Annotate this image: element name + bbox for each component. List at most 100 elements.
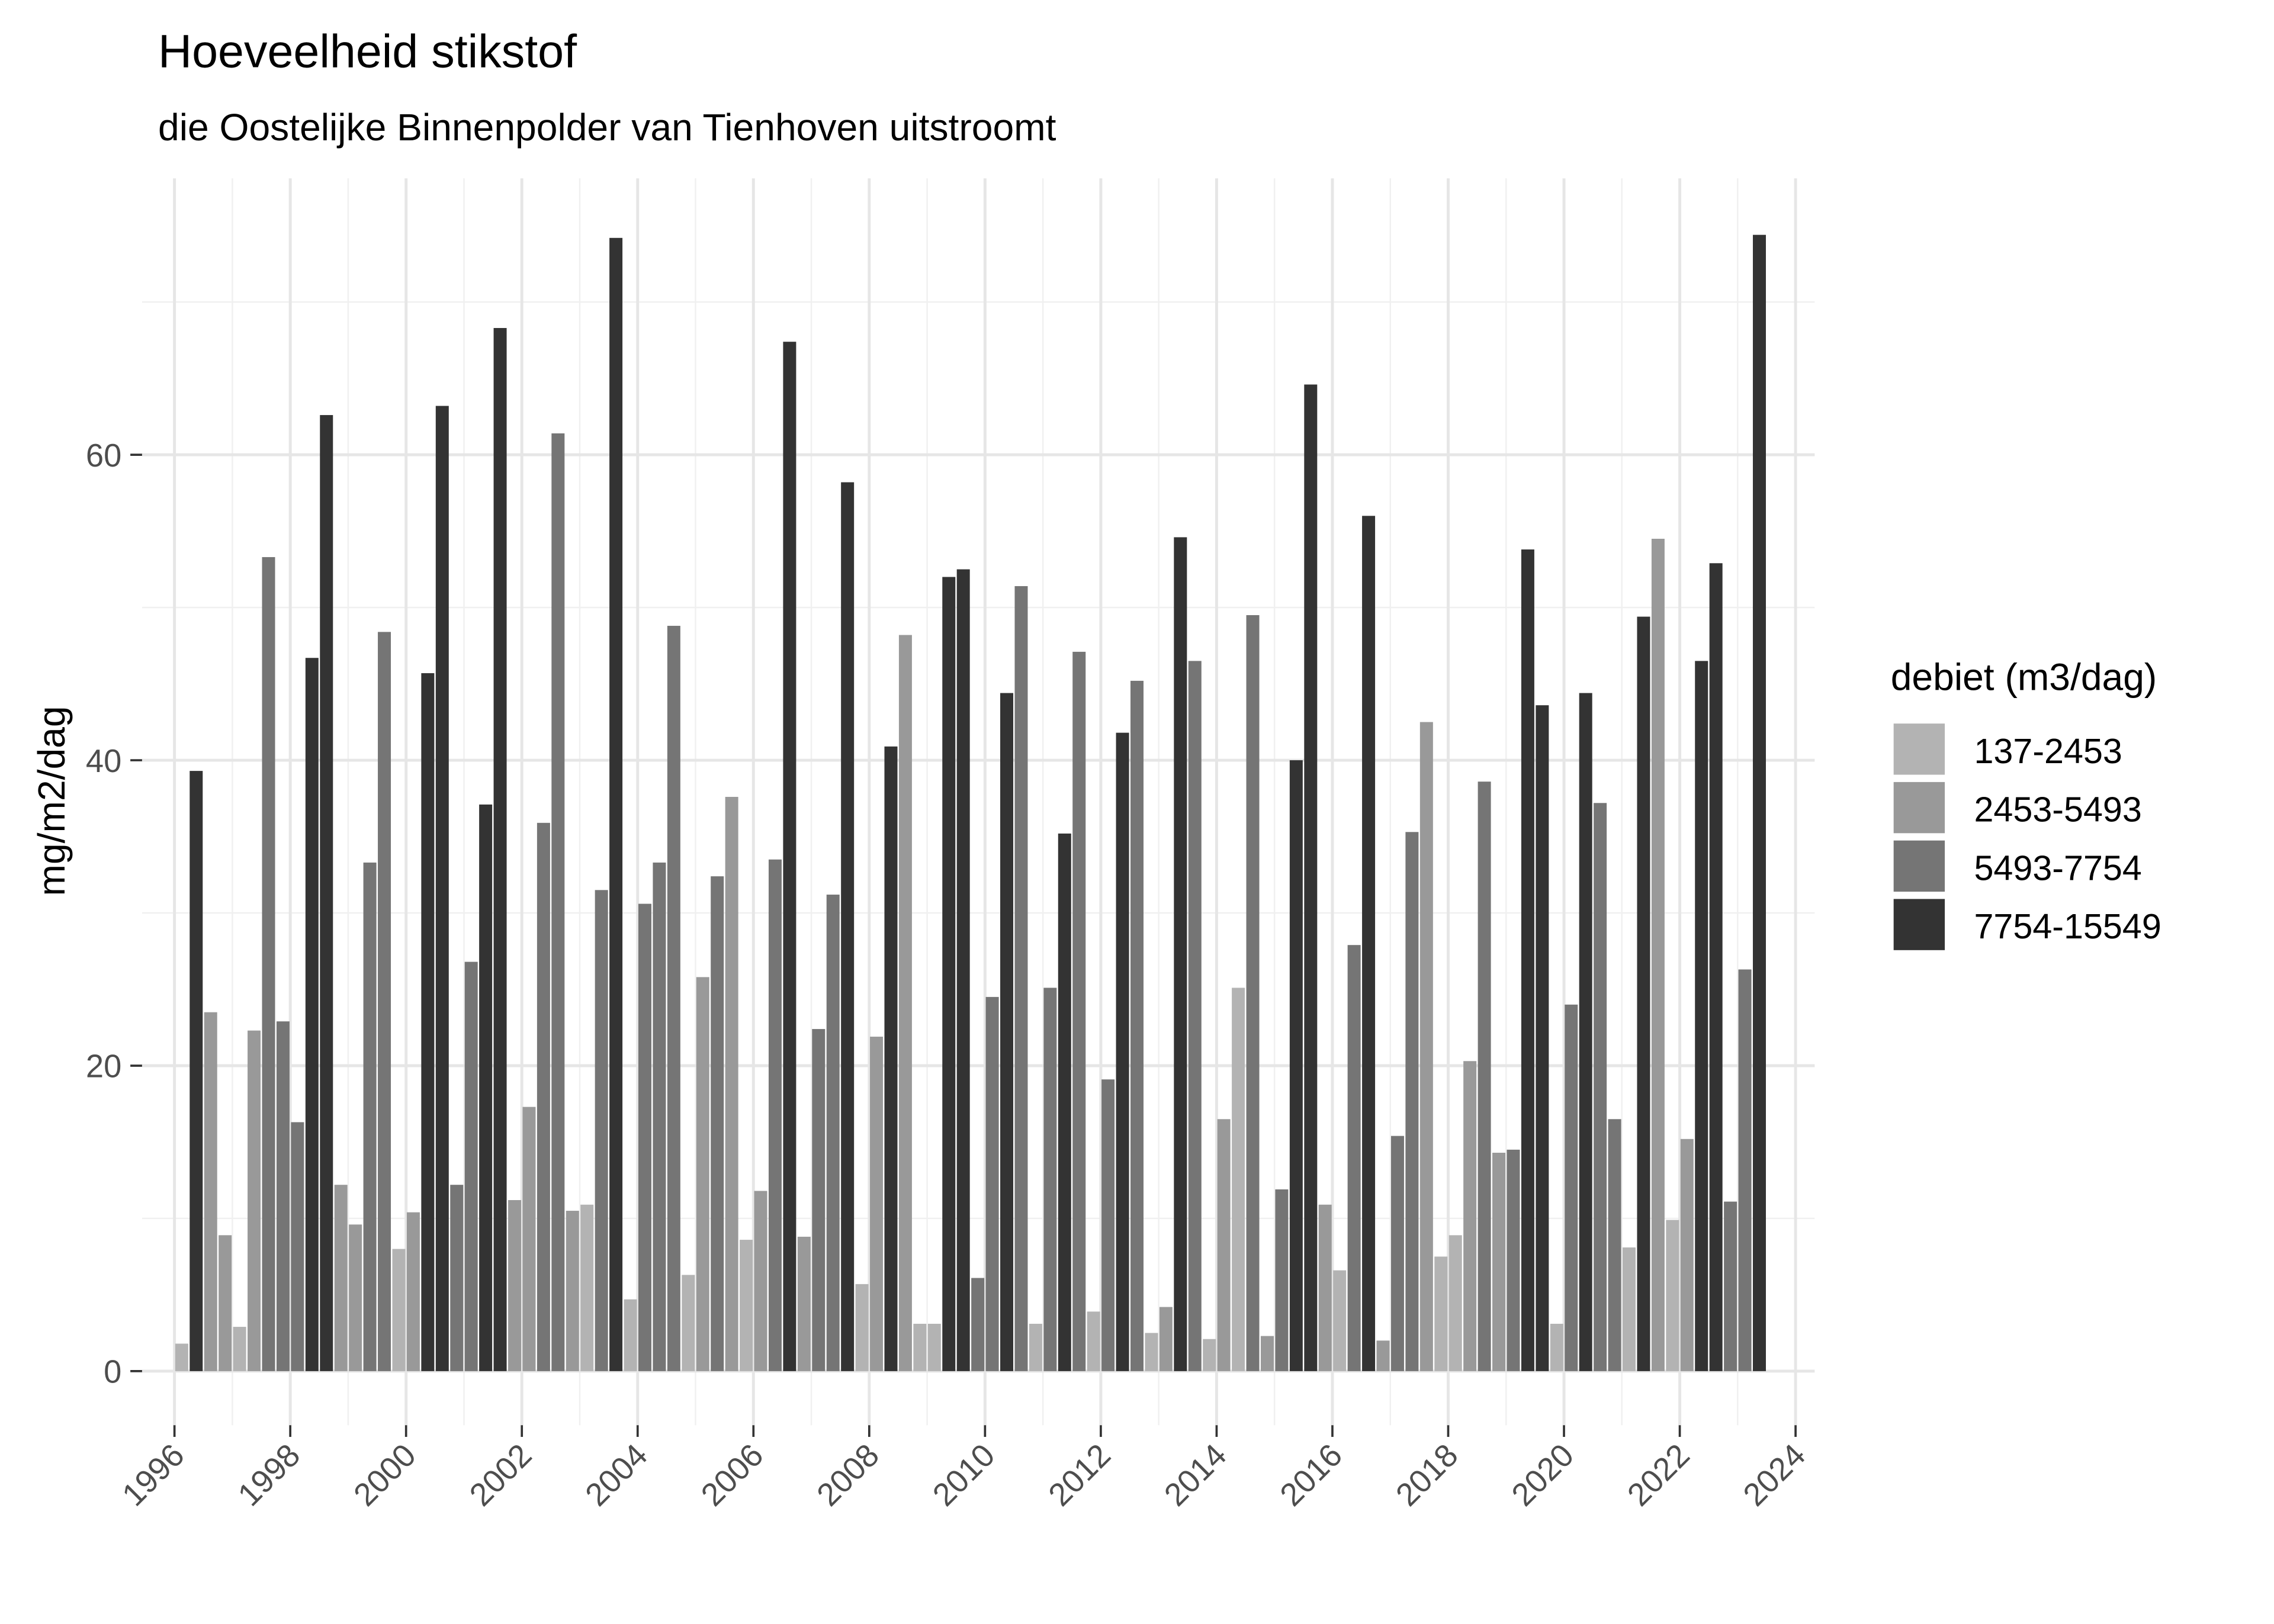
legend-swatch (1893, 782, 1945, 834)
bar (624, 1299, 637, 1371)
bar (1666, 1220, 1679, 1371)
bar (1536, 705, 1549, 1371)
bar (1174, 537, 1187, 1371)
bars (175, 234, 1766, 1371)
bar (1362, 516, 1376, 1371)
bar (1072, 651, 1086, 1371)
bar (812, 1029, 826, 1371)
bar (435, 406, 449, 1371)
bar (551, 433, 565, 1371)
y-axis-label: mg/m2/dag (30, 706, 73, 896)
bar (464, 961, 478, 1371)
bar (1116, 732, 1129, 1371)
bar (1101, 1079, 1115, 1371)
chart-title: Hoeveelheid stikstof (158, 25, 577, 78)
bar (740, 1240, 753, 1371)
bar (1623, 1247, 1636, 1371)
bar (566, 1211, 579, 1371)
legend-swatch (1893, 899, 1945, 950)
bar (1390, 1136, 1404, 1371)
bar (1333, 1270, 1347, 1371)
bar (262, 557, 275, 1371)
bar (537, 822, 550, 1371)
bar (508, 1199, 522, 1371)
bar (479, 804, 493, 1371)
bar (1651, 539, 1665, 1371)
bar (305, 658, 319, 1371)
bar (725, 796, 738, 1371)
bar (985, 996, 999, 1371)
bar (595, 890, 608, 1371)
y-tick-label: 0 (104, 1354, 121, 1390)
y-tick-label: 40 (86, 743, 121, 779)
chart-subtitle: die Oostelijke Binnenpolder van Tienhove… (158, 106, 1056, 149)
bar (1014, 586, 1028, 1371)
legend-label: 5493-7754 (1974, 848, 2141, 887)
bar (378, 632, 391, 1371)
bar (1565, 1004, 1578, 1371)
bar (522, 1107, 536, 1371)
bar (667, 626, 680, 1371)
bar (1058, 833, 1071, 1371)
legend-title: debiet (m3/dag) (1891, 655, 2157, 698)
bar (1521, 549, 1534, 1371)
bar (204, 1012, 217, 1371)
bar (1217, 1119, 1231, 1371)
bar (653, 862, 666, 1371)
bar (1419, 722, 1433, 1371)
bar (1087, 1311, 1100, 1371)
bar (783, 342, 796, 1371)
bar (1275, 1189, 1289, 1371)
bar (826, 895, 840, 1371)
bar (320, 415, 333, 1371)
y-tick-label: 20 (86, 1049, 121, 1085)
bar (190, 771, 203, 1371)
bar (898, 635, 912, 1371)
bar (1043, 988, 1057, 1371)
bar (1203, 1339, 1216, 1371)
bar (1318, 1204, 1332, 1371)
bar (1492, 1153, 1506, 1371)
bar (1579, 693, 1592, 1371)
bar (406, 1212, 420, 1371)
bar (1347, 945, 1361, 1371)
bar (1130, 680, 1144, 1371)
legend-label: 137-2453 (1974, 731, 2122, 771)
bar (1594, 803, 1607, 1371)
bar (1752, 234, 1766, 1371)
bar (334, 1185, 348, 1371)
bar (1145, 1333, 1158, 1371)
bar (1507, 1149, 1520, 1371)
bar (1724, 1201, 1737, 1371)
bar (1289, 760, 1303, 1371)
bar (696, 977, 709, 1371)
bar (1709, 563, 1723, 1371)
bar (841, 482, 855, 1371)
bar (1260, 1336, 1274, 1371)
bar (1550, 1323, 1563, 1371)
bar (363, 862, 377, 1371)
bar (1246, 615, 1260, 1371)
bar (349, 1224, 362, 1371)
bar (450, 1185, 464, 1371)
bar (1680, 1139, 1694, 1371)
bar (768, 859, 782, 1371)
bar (175, 1343, 188, 1371)
bar (1637, 616, 1650, 1371)
bar (956, 569, 970, 1371)
bar (392, 1249, 406, 1371)
bar (421, 673, 435, 1371)
bar (1434, 1256, 1448, 1371)
bar (942, 577, 956, 1371)
bar (797, 1236, 811, 1371)
bar (855, 1284, 869, 1371)
bar (1478, 782, 1491, 1371)
bar (219, 1235, 232, 1371)
bar (971, 1278, 985, 1371)
bar (291, 1122, 304, 1371)
bar (1376, 1340, 1390, 1371)
bar (638, 903, 651, 1371)
bar (580, 1204, 594, 1371)
legend-label: 7754-15549 (1974, 906, 2161, 946)
